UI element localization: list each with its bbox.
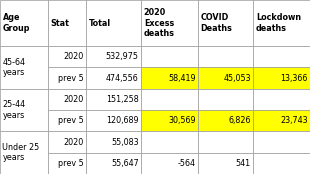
Text: Total: Total — [89, 19, 111, 27]
Bar — [0, 0, 48, 46]
Text: 13,366: 13,366 — [280, 74, 308, 83]
Bar — [0, 131, 48, 174]
Text: 2020
Excess
deaths: 2020 Excess deaths — [144, 8, 175, 38]
Bar — [253, 131, 310, 153]
Text: 2020: 2020 — [63, 137, 84, 147]
Bar — [141, 110, 198, 131]
Bar — [253, 89, 310, 110]
Text: 45-64
years: 45-64 years — [2, 58, 25, 77]
Bar — [198, 153, 253, 174]
Bar — [141, 89, 198, 110]
Bar — [198, 67, 253, 89]
Bar — [253, 153, 310, 174]
Text: 2020: 2020 — [63, 52, 84, 61]
Bar — [141, 153, 198, 174]
Text: 30,569: 30,569 — [168, 116, 196, 125]
Text: 6,826: 6,826 — [228, 116, 251, 125]
Text: Under 25
years: Under 25 years — [2, 143, 40, 162]
Text: 151,258: 151,258 — [106, 95, 139, 104]
Text: 58,419: 58,419 — [168, 74, 196, 83]
Bar — [253, 67, 310, 89]
Bar — [141, 67, 198, 89]
Bar — [0, 46, 48, 89]
Text: 25-44
years: 25-44 years — [2, 100, 26, 120]
Bar — [253, 110, 310, 131]
Bar — [86, 67, 141, 89]
Bar — [48, 67, 86, 89]
Text: 474,556: 474,556 — [106, 74, 139, 83]
Bar — [198, 89, 253, 110]
Text: -564: -564 — [178, 159, 196, 168]
Bar — [0, 89, 48, 131]
Bar — [198, 46, 253, 67]
Text: 120,689: 120,689 — [106, 116, 139, 125]
Bar — [141, 46, 198, 67]
Bar — [86, 0, 141, 46]
Bar — [198, 110, 253, 131]
Text: 23,743: 23,743 — [280, 116, 308, 125]
Text: COVID
Deaths: COVID Deaths — [201, 13, 232, 33]
Text: prev 5: prev 5 — [58, 116, 84, 125]
Bar — [48, 131, 86, 153]
Text: 541: 541 — [236, 159, 251, 168]
Text: Lockdown
deaths: Lockdown deaths — [256, 13, 301, 33]
Bar — [48, 153, 86, 174]
Bar — [48, 89, 86, 110]
Bar — [86, 153, 141, 174]
Bar — [198, 0, 253, 46]
Bar — [86, 46, 141, 67]
Text: 55,083: 55,083 — [111, 137, 139, 147]
Bar — [86, 89, 141, 110]
Text: 2020: 2020 — [63, 95, 84, 104]
Bar — [48, 110, 86, 131]
Bar — [48, 0, 86, 46]
Bar — [253, 0, 310, 46]
Text: prev 5: prev 5 — [58, 74, 84, 83]
Bar — [253, 46, 310, 67]
Bar — [86, 131, 141, 153]
Bar — [198, 131, 253, 153]
Text: 45,053: 45,053 — [223, 74, 251, 83]
Text: Age
Group: Age Group — [2, 13, 30, 33]
Bar — [86, 110, 141, 131]
Bar — [141, 131, 198, 153]
Text: 55,647: 55,647 — [111, 159, 139, 168]
Bar — [141, 0, 198, 46]
Text: 532,975: 532,975 — [106, 52, 139, 61]
Bar — [48, 46, 86, 67]
Text: Stat: Stat — [51, 19, 70, 27]
Text: prev 5: prev 5 — [58, 159, 84, 168]
